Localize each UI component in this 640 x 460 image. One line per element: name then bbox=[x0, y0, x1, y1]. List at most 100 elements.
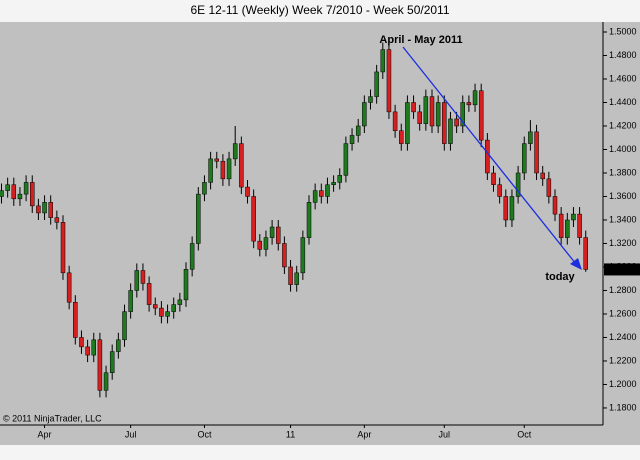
candle-body bbox=[5, 184, 10, 191]
candle-body bbox=[245, 186, 250, 197]
candle-body bbox=[491, 172, 496, 185]
candle-body bbox=[429, 96, 435, 127]
y-tick-label: 1.3200 bbox=[609, 238, 637, 248]
candle-body bbox=[294, 272, 299, 285]
x-tick-label: 11 bbox=[286, 429, 295, 439]
candle-body bbox=[405, 102, 410, 144]
candle-body bbox=[153, 304, 158, 309]
candle-body bbox=[454, 118, 459, 127]
candle-body bbox=[583, 237, 588, 270]
y-tick-label: 1.2800 bbox=[609, 285, 637, 295]
candle-body bbox=[515, 172, 521, 197]
candle-body bbox=[503, 196, 509, 221]
x-tick-label: Jul bbox=[125, 429, 137, 439]
candle-body bbox=[103, 372, 109, 391]
candle-body bbox=[60, 222, 66, 274]
candle-body bbox=[269, 226, 275, 238]
arrow-head bbox=[570, 258, 582, 270]
candle-body bbox=[337, 175, 342, 183]
candle-body bbox=[392, 111, 398, 131]
y-tick-label: 1.1800 bbox=[609, 402, 637, 412]
candle-body bbox=[478, 90, 484, 141]
annotation: today bbox=[545, 271, 575, 283]
candle-body bbox=[534, 131, 539, 174]
candle-body bbox=[208, 158, 213, 183]
candle-body bbox=[36, 205, 41, 214]
x-tick-label: Apr bbox=[38, 429, 52, 439]
candle-body bbox=[435, 102, 441, 127]
plot-area bbox=[0, 22, 603, 425]
candle-body bbox=[109, 351, 115, 373]
candle-body bbox=[368, 96, 373, 103]
candle-body bbox=[306, 202, 312, 238]
candle-body bbox=[73, 301, 78, 338]
candle-body bbox=[159, 307, 164, 317]
candle-body bbox=[116, 339, 121, 352]
candle-body bbox=[276, 226, 281, 244]
last-price-box bbox=[604, 263, 640, 276]
candle-body bbox=[48, 202, 53, 218]
candle-body bbox=[263, 237, 269, 250]
candle-body bbox=[122, 311, 127, 341]
candle-body bbox=[472, 90, 478, 106]
candle-body bbox=[128, 290, 133, 312]
candle-body bbox=[312, 190, 318, 203]
y-tick-label: 1.2400 bbox=[609, 332, 637, 342]
x-tick-label: Oct bbox=[517, 429, 532, 439]
candle-body bbox=[319, 190, 324, 197]
candle-body bbox=[558, 213, 564, 238]
x-axis-area bbox=[0, 425, 640, 445]
candle-body bbox=[134, 270, 140, 291]
candle-body bbox=[522, 143, 527, 174]
candle-body bbox=[362, 102, 367, 127]
y-axis-area bbox=[603, 22, 640, 425]
candle-body bbox=[30, 182, 35, 207]
candle-body bbox=[42, 202, 47, 214]
y-tick-label: 1.3400 bbox=[609, 214, 637, 224]
candle-body bbox=[325, 184, 330, 197]
candle-body bbox=[146, 283, 152, 305]
candle-body bbox=[386, 49, 392, 113]
candle-body bbox=[189, 243, 195, 270]
candle-body bbox=[577, 213, 582, 238]
x-tick-label: Apr bbox=[357, 429, 371, 439]
candle-body bbox=[565, 219, 570, 238]
last-price-label: 1.2979 bbox=[607, 264, 635, 274]
candle-body bbox=[546, 178, 552, 197]
candle-body bbox=[165, 311, 170, 317]
candle-body bbox=[540, 172, 545, 180]
candle-body bbox=[411, 102, 416, 113]
y-tick-label: 1.2000 bbox=[609, 379, 637, 389]
candle-body bbox=[196, 193, 201, 244]
candle-body bbox=[460, 102, 465, 127]
candle-body bbox=[91, 339, 96, 356]
candle-body bbox=[466, 102, 472, 106]
candle-body bbox=[571, 213, 576, 221]
candle-body bbox=[79, 337, 84, 348]
y-tick-label: 1.2600 bbox=[609, 308, 637, 318]
candle-body bbox=[448, 118, 453, 144]
candle-body bbox=[374, 71, 379, 97]
candle-body bbox=[399, 130, 404, 144]
annotation: April - May 2011 bbox=[379, 34, 462, 46]
candle-body bbox=[423, 96, 429, 124]
candle-body bbox=[349, 135, 355, 144]
y-tick-label: 1.3800 bbox=[609, 167, 637, 177]
y-tick-label: 1.4600 bbox=[609, 73, 637, 83]
x-tick-label: Oct bbox=[197, 429, 212, 439]
candle-body bbox=[232, 143, 238, 160]
candle-body bbox=[300, 237, 306, 274]
trend-arrow bbox=[402, 46, 577, 265]
candle-body bbox=[380, 49, 386, 73]
candle-body bbox=[202, 182, 207, 195]
candle-body bbox=[509, 196, 515, 221]
candle-body bbox=[288, 266, 293, 285]
candle-body bbox=[17, 193, 23, 200]
candle-body bbox=[257, 240, 263, 250]
candle-body bbox=[214, 158, 219, 162]
y-tick-label: 1.4400 bbox=[609, 97, 637, 107]
candle-body bbox=[220, 160, 226, 180]
candle-body bbox=[442, 102, 447, 144]
candle-body bbox=[251, 196, 256, 242]
